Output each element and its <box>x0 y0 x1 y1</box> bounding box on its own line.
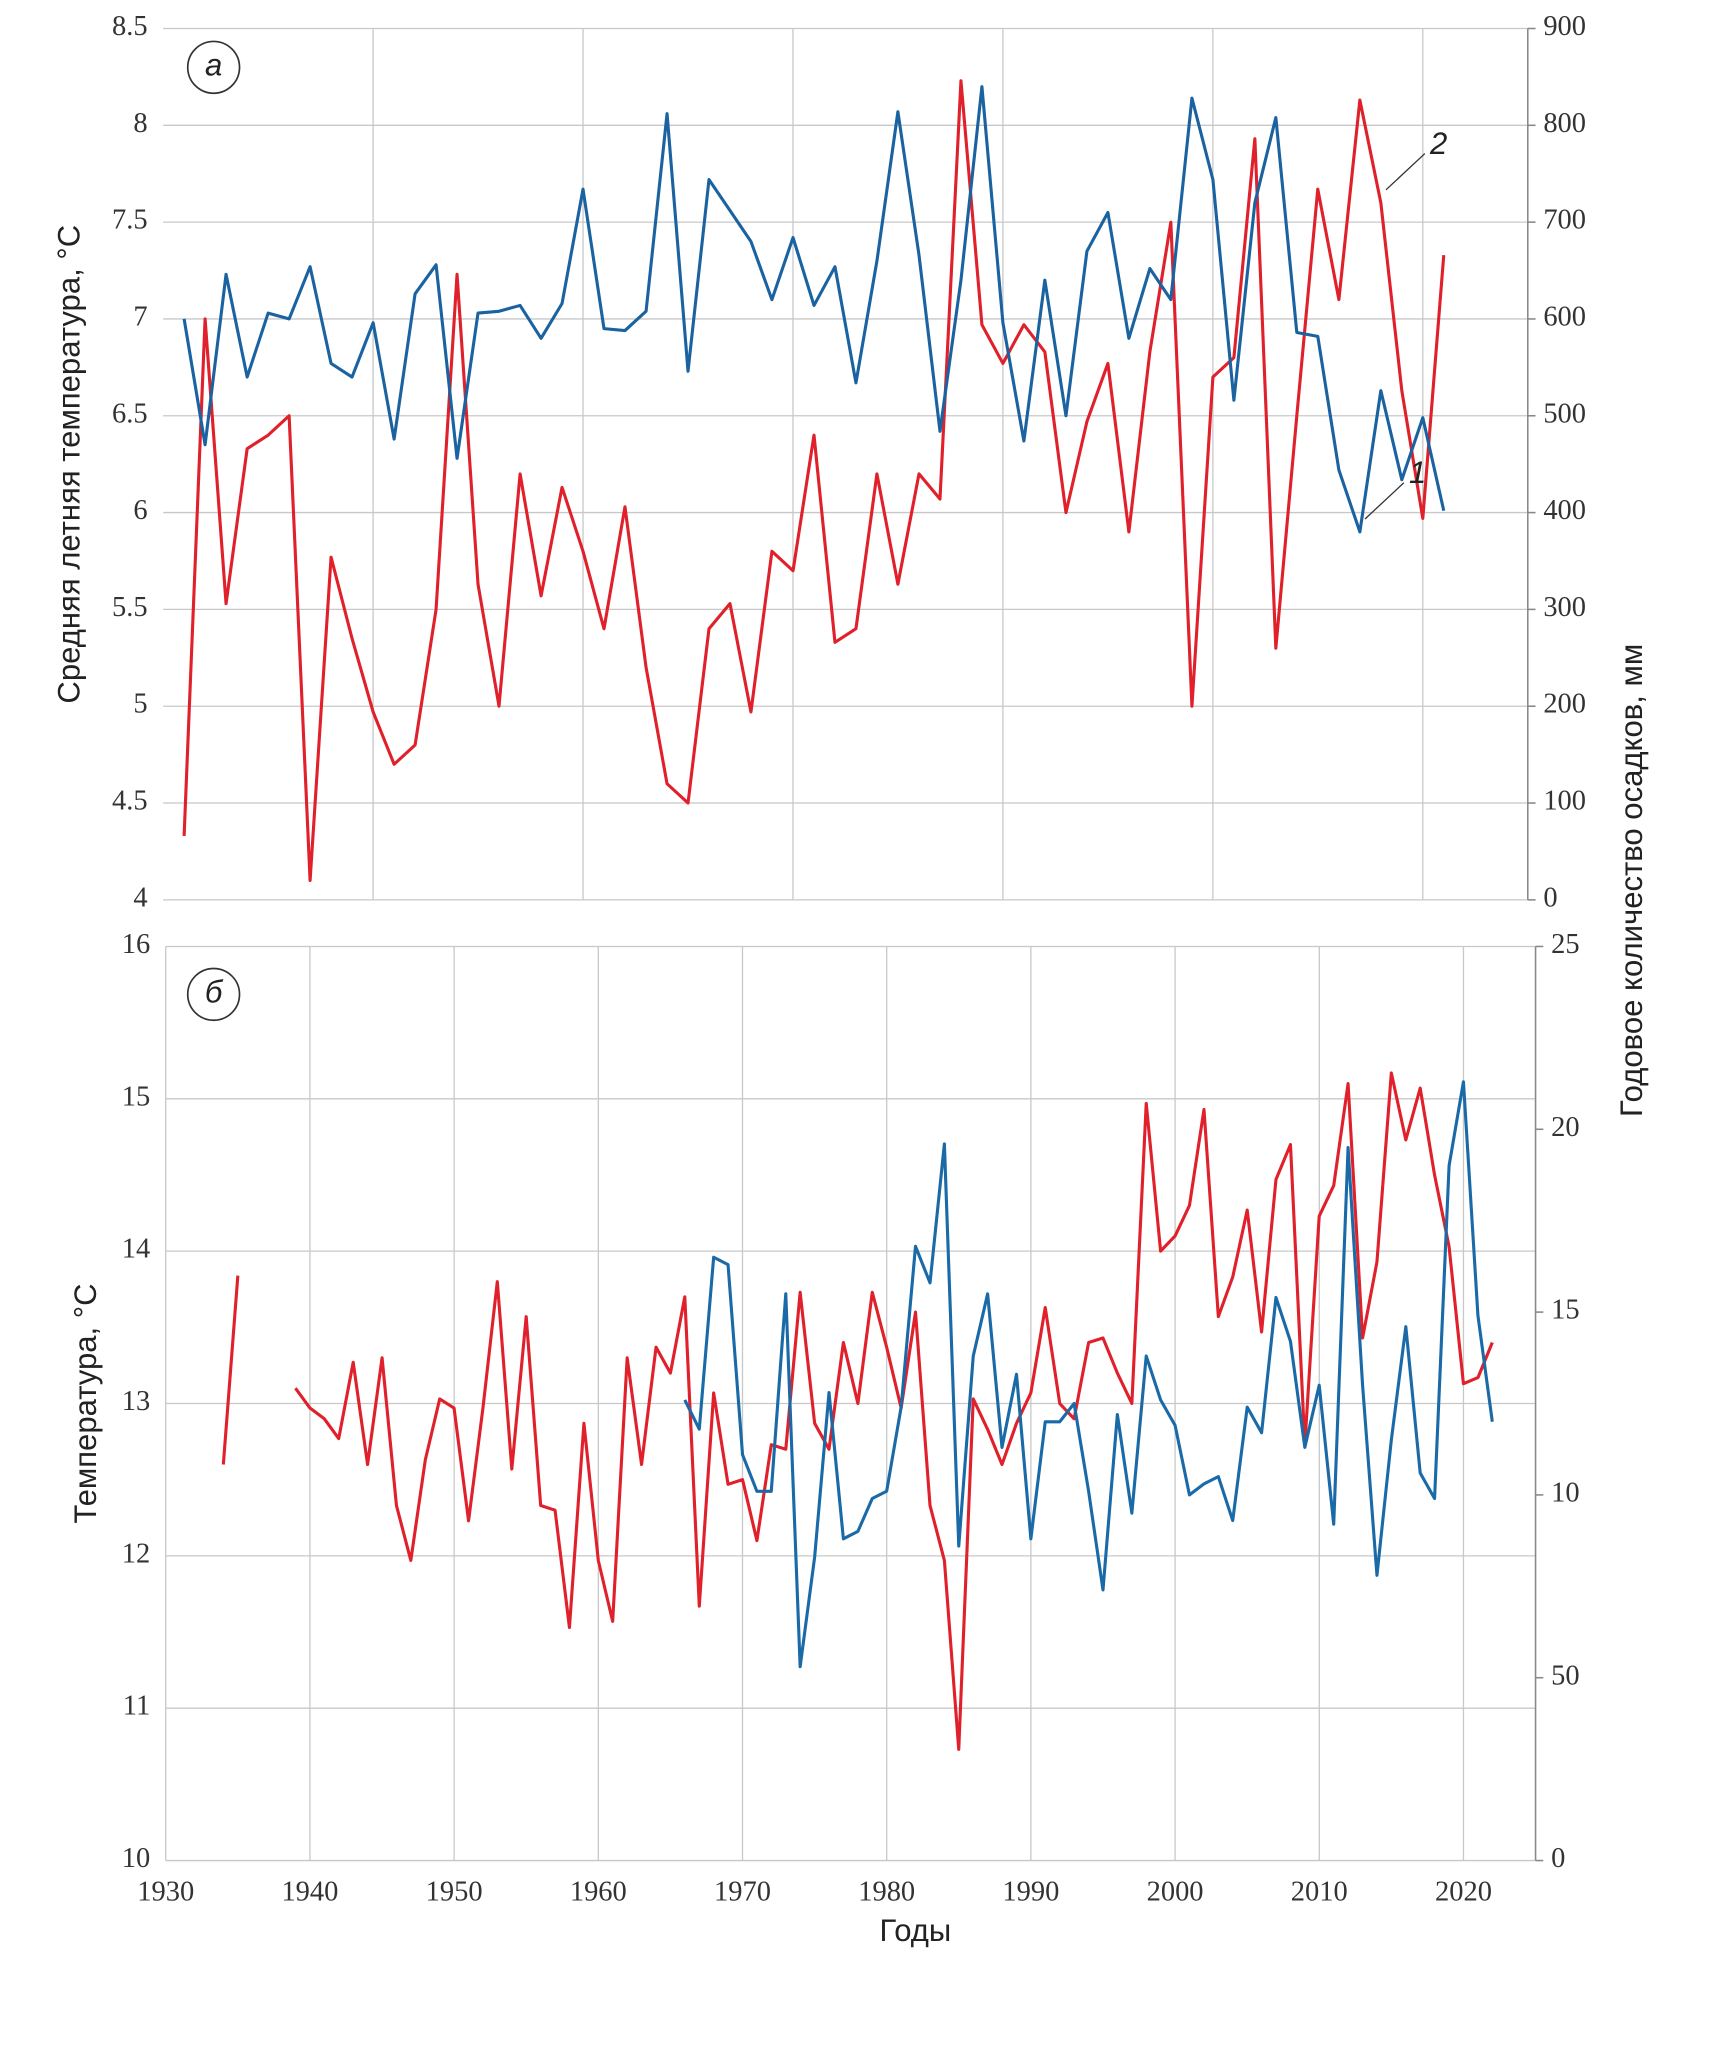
y2-tick-label: 500 <box>1543 398 1586 429</box>
y-tick-label: 11 <box>123 1691 150 1722</box>
y-tick-label: 7.5 <box>112 205 148 236</box>
x-tick-label: 2000 <box>1147 1877 1204 1908</box>
y-axis-label: Температура, °C <box>68 1283 103 1523</box>
x-tick-label: 1940 <box>281 1877 338 1908</box>
x-tick-label: 1930 <box>137 1877 194 1908</box>
y2-tick-label: 10 <box>1551 1477 1579 1508</box>
y-tick-label: 4 <box>133 882 147 913</box>
x-tick-label: 2010 <box>1291 1877 1348 1908</box>
y-tick-label: 5.5 <box>112 592 148 623</box>
y-tick-label: 5 <box>133 689 147 720</box>
y-tick-label: 16 <box>122 929 150 960</box>
annotation: 1 <box>1409 455 1426 490</box>
y2-tick-label: 15 <box>1551 1295 1579 1326</box>
panel-badge <box>186 967 241 1022</box>
x-tick-label: 1980 <box>858 1877 915 1908</box>
y2-tick-label: 50 <box>1551 1660 1579 1691</box>
panel-label: б <box>205 975 224 1010</box>
series-line <box>683 1080 1494 1669</box>
series-line <box>221 1071 1494 1751</box>
y2-tick-label: 800 <box>1543 108 1586 139</box>
series-line <box>182 85 1446 534</box>
y-tick-label: 4.5 <box>112 786 148 817</box>
x-tick-label: 1960 <box>570 1877 627 1908</box>
y-tick-label: 15 <box>122 1081 150 1112</box>
y2-tick-label: 0 <box>1543 882 1557 913</box>
x-tick-label: 2020 <box>1435 1877 1492 1908</box>
series-line <box>182 79 1446 882</box>
y2-tick-label: 0 <box>1551 1843 1565 1874</box>
y-tick-label: 7 <box>133 301 147 332</box>
y2-tick-label: 25 <box>1551 929 1579 960</box>
y-tick-label: 10 <box>122 1843 150 1874</box>
annotation: 2 <box>1429 126 1447 161</box>
leader-line <box>1364 482 1405 520</box>
y-tick-label: 6 <box>133 495 147 526</box>
y2-axis-label: Годовое количество осадков, мм <box>1614 644 1649 1117</box>
leader-line <box>1385 153 1426 191</box>
x-axis-label: Годы <box>879 1913 951 1948</box>
y2-tick-label: 600 <box>1543 301 1586 332</box>
y-tick-label: 8 <box>133 108 147 139</box>
y-axis-label: Средняя летняя температура, °C <box>51 225 86 704</box>
y2-tick-label: 300 <box>1543 592 1586 623</box>
y2-tick-label: 700 <box>1543 205 1586 236</box>
y-tick-label: 13 <box>122 1386 150 1417</box>
y-tick-label: 12 <box>122 1538 150 1569</box>
x-tick-label: 1990 <box>1002 1877 1059 1908</box>
panel-badge <box>186 40 241 95</box>
panel-label: а <box>205 48 222 83</box>
y2-tick-label: 200 <box>1543 689 1586 720</box>
y2-tick-label: 900 <box>1543 11 1586 42</box>
x-tick-label: 1970 <box>714 1877 771 1908</box>
y-tick-label: 14 <box>122 1234 150 1265</box>
y2-tick-label: 400 <box>1543 495 1586 526</box>
y2-tick-label: 20 <box>1551 1112 1579 1143</box>
y2-tick-label: 100 <box>1543 786 1586 817</box>
y-tick-label: 6.5 <box>112 398 148 429</box>
x-tick-label: 1950 <box>426 1877 483 1908</box>
y-tick-label: 8.5 <box>112 11 148 42</box>
